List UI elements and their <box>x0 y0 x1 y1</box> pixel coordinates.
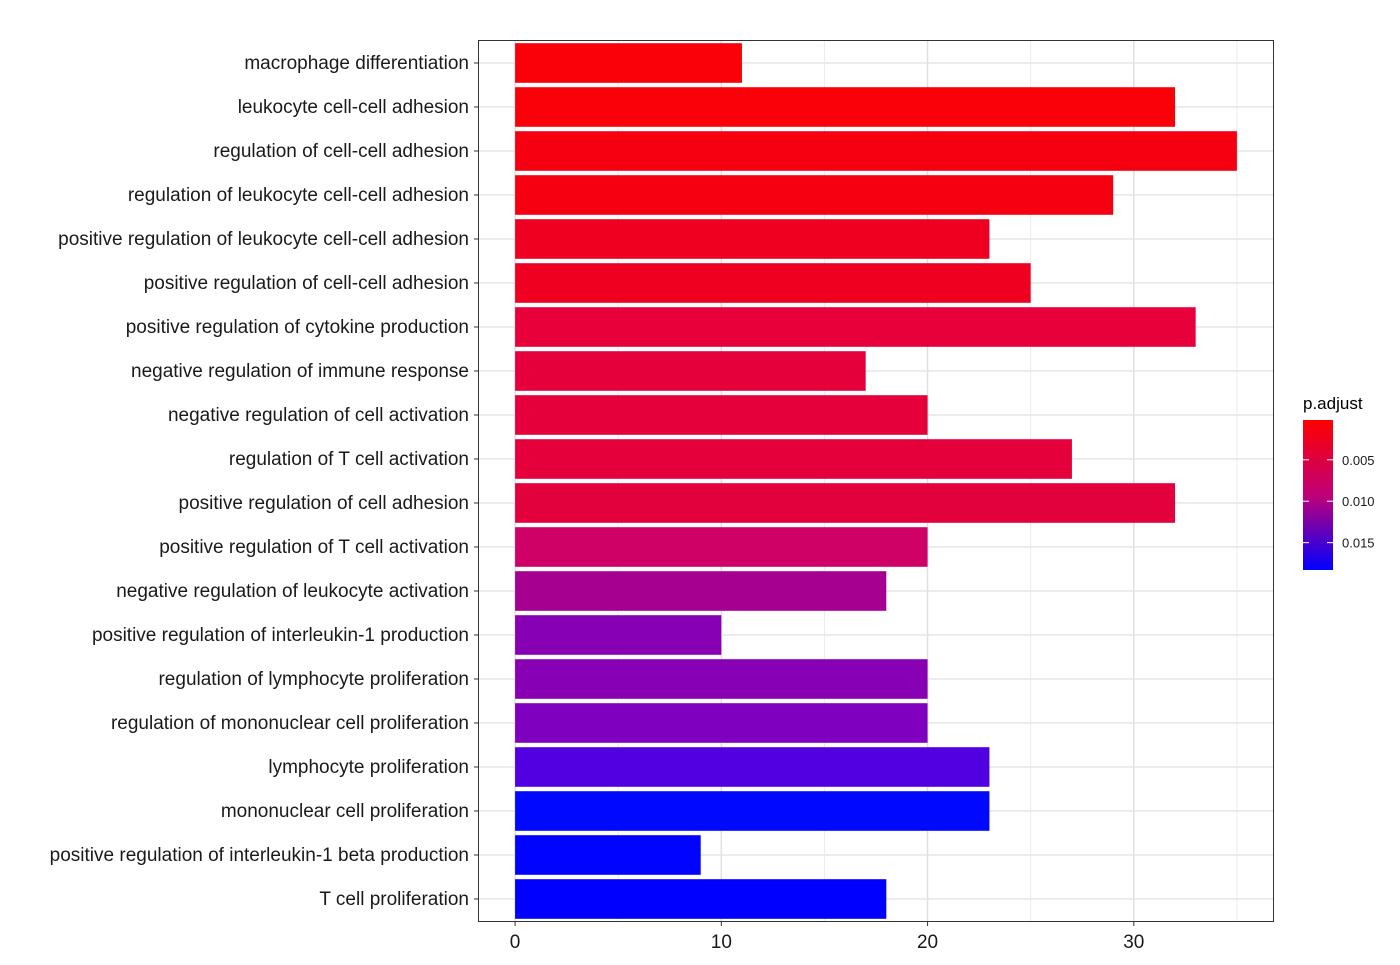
bar <box>515 791 990 831</box>
y-tick-label: mononuclear cell proliferation <box>221 801 469 822</box>
y-tick-label: regulation of cell-cell adhesion <box>213 141 469 162</box>
y-tick-label: macrophage differentiation <box>244 53 469 74</box>
y-tick-label: positive regulation of leukocyte cell-ce… <box>58 229 469 250</box>
bar <box>515 263 1031 303</box>
y-tick-label: positive regulation of T cell activation <box>159 537 469 558</box>
bar <box>515 527 928 567</box>
plot-border <box>478 40 1274 922</box>
y-tick-label: positive regulation of cell adhesion <box>179 493 469 514</box>
bar <box>515 615 722 655</box>
bar <box>515 307 1196 347</box>
y-tick-label: lymphocyte proliferation <box>268 757 469 778</box>
bar <box>515 87 1176 127</box>
legend-colorbar <box>1303 420 1333 570</box>
y-tick-label: negative regulation of leukocyte activat… <box>116 581 469 602</box>
bar <box>515 43 742 83</box>
y-tick-label: positive regulation of interleukin-1 pro… <box>92 625 469 646</box>
bar <box>515 439 1072 479</box>
y-tick-label: positive regulation of cell-cell adhesio… <box>144 273 469 294</box>
y-tick-label: leukocyte cell-cell adhesion <box>238 97 469 118</box>
bar <box>515 219 990 259</box>
x-axis: 0 10 20 30 <box>510 921 1144 953</box>
legend-tick-label: 0.015 <box>1342 536 1375 551</box>
x-tick-label: 0 <box>510 932 521 953</box>
bar <box>515 395 928 435</box>
bar <box>515 571 887 611</box>
bar <box>515 747 990 787</box>
x-tick-label: 10 <box>711 932 732 953</box>
y-tick-label: negative regulation of immune response <box>131 361 469 382</box>
x-tick-label: 30 <box>1123 932 1144 953</box>
y-tick-label: regulation of lymphocyte proliferation <box>158 669 469 690</box>
y-tick-label: regulation of mononuclear cell prolifera… <box>111 713 469 734</box>
y-tick-label: positive regulation of cytokine producti… <box>126 317 469 338</box>
y-tick-label: T cell proliferation <box>319 889 469 910</box>
grid <box>479 41 1273 921</box>
y-tick-label: positive regulation of interleukin-1 bet… <box>50 845 469 866</box>
bar <box>515 879 887 919</box>
legend: p.adjust 0.005 0.010 0.015 <box>1303 394 1375 570</box>
y-tick-label: negative regulation of cell activation <box>168 405 469 426</box>
x-tick-label: 20 <box>917 932 938 953</box>
bar <box>515 659 928 699</box>
legend-title: p.adjust <box>1303 394 1363 413</box>
bars <box>515 43 1237 919</box>
bar <box>515 483 1176 523</box>
bar <box>515 351 866 391</box>
y-tick-label: regulation of T cell activation <box>229 449 469 470</box>
bar <box>515 835 701 875</box>
bar <box>515 175 1114 215</box>
bar <box>515 703 928 743</box>
bar <box>515 131 1237 171</box>
legend-tick-label: 0.010 <box>1342 494 1375 509</box>
legend-tick-label: 0.005 <box>1342 453 1375 468</box>
y-tick-label: regulation of leukocyte cell-cell adhesi… <box>128 185 469 206</box>
y-axis: macrophage differentiation leukocyte cell… <box>50 53 479 910</box>
